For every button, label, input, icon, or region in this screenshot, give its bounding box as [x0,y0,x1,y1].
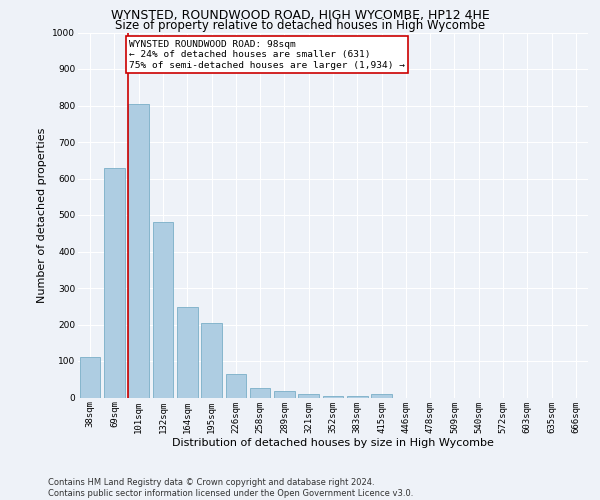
Bar [201,322,222,398]
Bar [250,388,271,398]
Y-axis label: Number of detached properties: Number of detached properties [37,128,47,302]
Bar [371,394,392,398]
Bar [104,168,125,398]
Bar [80,358,100,398]
Bar [347,396,368,398]
Text: Contains HM Land Registry data © Crown copyright and database right 2024.
Contai: Contains HM Land Registry data © Crown c… [48,478,413,498]
Bar [177,307,197,398]
Bar [152,222,173,398]
X-axis label: Distribution of detached houses by size in High Wycombe: Distribution of detached houses by size … [172,438,494,448]
Bar [298,394,319,398]
Text: Size of property relative to detached houses in High Wycombe: Size of property relative to detached ho… [115,19,485,32]
Bar [323,396,343,398]
Bar [128,104,149,398]
Text: WYNSTED, ROUNDWOOD ROAD, HIGH WYCOMBE, HP12 4HE: WYNSTED, ROUNDWOOD ROAD, HIGH WYCOMBE, H… [110,9,490,22]
Text: WYNSTED ROUNDWOOD ROAD: 98sqm
← 24% of detached houses are smaller (631)
75% of : WYNSTED ROUNDWOOD ROAD: 98sqm ← 24% of d… [129,40,405,70]
Bar [274,391,295,398]
Bar [226,374,246,398]
